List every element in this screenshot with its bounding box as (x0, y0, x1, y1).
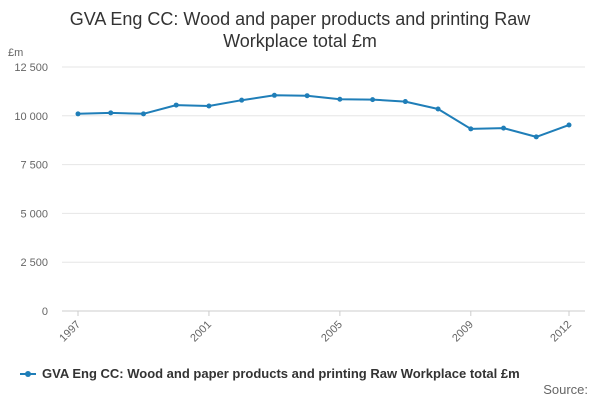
legend-label: GVA Eng CC: Wood and paper products and … (42, 366, 520, 381)
data-point[interactable] (271, 92, 277, 98)
y-axis-tick-labels: 0 2 500 5 000 7 500 10 000 12 500 (14, 62, 48, 318)
data-point[interactable] (337, 96, 343, 102)
y-tick-label: 7 500 (20, 160, 48, 172)
gridlines (62, 66, 585, 263)
data-point[interactable] (206, 103, 212, 109)
x-axis-tick-labels: 1997 2001 2005 2009 2012 (57, 311, 574, 344)
x-tick-label: 2009 (450, 319, 476, 345)
x-tick-label: 2001 (188, 319, 214, 345)
data-point[interactable] (435, 106, 441, 112)
data-point[interactable] (370, 97, 376, 103)
y-tick-label: 5 000 (20, 208, 48, 220)
chart-title-line-1: GVA Eng CC: Wood and paper products and … (69, 9, 531, 29)
y-tick-label: 0 (42, 306, 48, 318)
data-point[interactable] (239, 97, 245, 103)
data-point[interactable] (468, 126, 474, 132)
data-point[interactable] (173, 102, 179, 108)
chart-title: GVA Eng CC: Wood and paper products and … (0, 8, 600, 52)
data-point[interactable] (75, 111, 81, 117)
data-point[interactable] (501, 125, 507, 131)
data-point[interactable] (304, 93, 310, 99)
data-point[interactable] (108, 110, 114, 116)
x-tick-label: 2005 (319, 319, 345, 345)
data-point[interactable] (566, 122, 572, 128)
chart-title-line-2: Workplace total £m (223, 31, 377, 51)
legend-swatch (20, 370, 36, 377)
source-label: Source: (543, 382, 588, 397)
legend[interactable]: GVA Eng CC: Wood and paper products and … (20, 366, 520, 381)
data-point[interactable] (402, 99, 408, 105)
data-point[interactable] (140, 111, 146, 117)
y-tick-label: 10 000 (14, 111, 48, 123)
x-tick-label: 1997 (57, 319, 83, 345)
data-point[interactable] (533, 134, 539, 140)
x-tick-label: 2012 (548, 319, 574, 345)
y-axis-unit-label: £m (8, 47, 23, 59)
y-tick-label: 2 500 (20, 257, 48, 269)
series-layer (75, 92, 572, 140)
series-line (77, 94, 570, 138)
y-tick-label: 12 500 (14, 62, 48, 74)
